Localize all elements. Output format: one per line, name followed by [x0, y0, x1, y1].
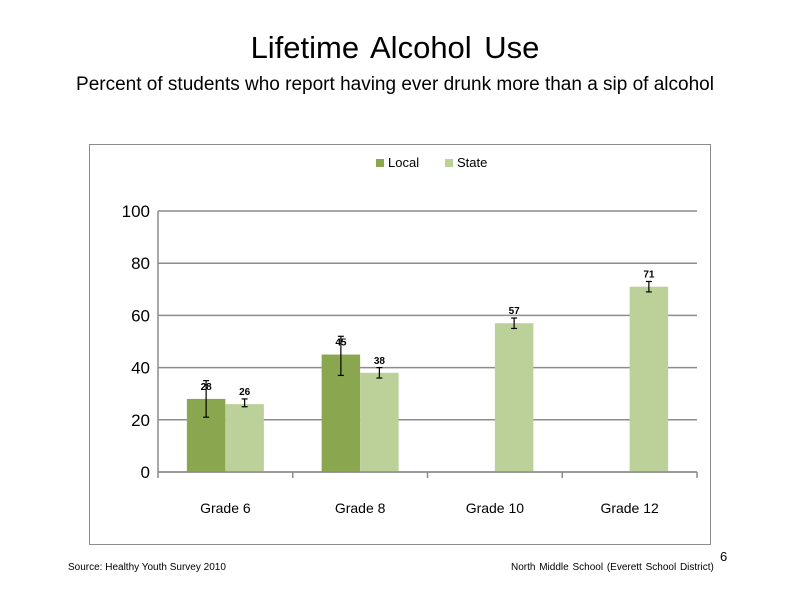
bar-state [360, 372, 399, 472]
chart-frame: 0 20 40 60 80 100 Grade 6 Grade 8 Grade 10 Grade … [89, 144, 711, 545]
school-note: North Middle School (Everett School Dist… [511, 562, 714, 573]
legend-label-local: Local [388, 155, 419, 170]
x-category-label: Grade 8 [335, 500, 386, 516]
data-label: 71 [643, 270, 655, 281]
slide-title: Lifetime Alcohol Use [250, 30, 540, 65]
slide-subtitle: Percent of students who report having ev… [76, 74, 714, 95]
legend-swatch-state [445, 159, 453, 167]
data-label: 26 [239, 387, 251, 398]
y-tick-label: 60 [131, 306, 150, 325]
x-category-label: Grade 12 [600, 500, 659, 516]
data-label: 45 [335, 338, 347, 349]
y-tick-label: 80 [131, 254, 150, 273]
bar-state [629, 286, 669, 472]
legend-label-state: State [457, 155, 487, 170]
legend-swatch-local [376, 159, 384, 167]
y-tick-label: 40 [131, 359, 150, 378]
source-note: Source: Healthy Youth Survey 2010 [68, 562, 226, 573]
bar-chart: 0 20 40 60 80 100 Grade 6 Grade 8 Grade 10 Grade … [122, 155, 698, 516]
page-number: 6 [720, 549, 728, 564]
bar-state [494, 323, 534, 472]
y-tick-label: 100 [122, 202, 150, 221]
data-label: 57 [509, 306, 521, 317]
y-tick-label: 20 [131, 411, 150, 430]
data-label: 28 [201, 382, 213, 393]
x-category-label: Grade 6 [200, 500, 251, 516]
y-tick-label: 0 [141, 463, 150, 482]
data-label: 38 [374, 356, 386, 367]
x-category-label: Grade 10 [466, 500, 525, 516]
bar-state [225, 404, 264, 472]
